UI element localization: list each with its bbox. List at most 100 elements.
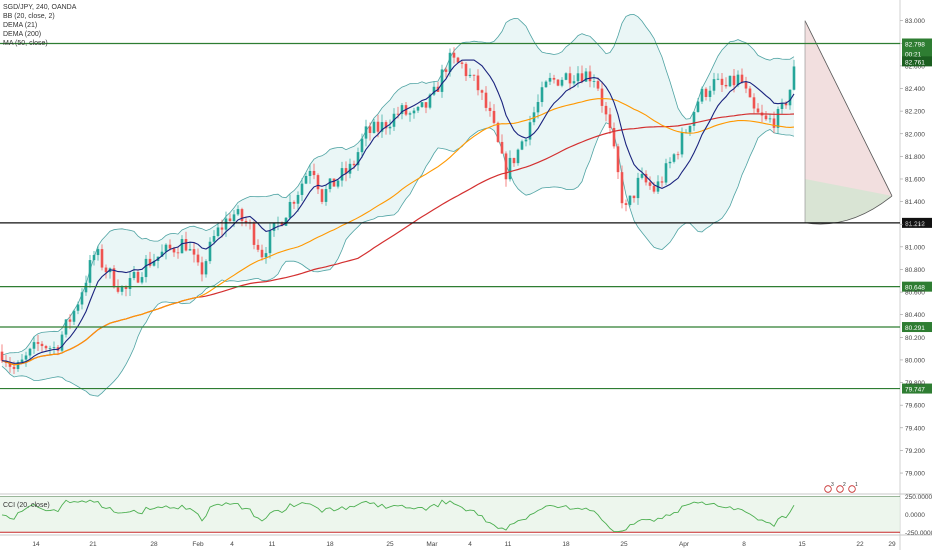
price-tick-label: 79.200	[905, 448, 925, 455]
legend-ma[interactable]: MA (50, close)	[3, 40, 48, 47]
candle-body	[16, 362, 20, 369]
price-tick-label: 83.000	[905, 18, 925, 25]
fib-wedge-edge[interactable]	[804, 20, 893, 197]
legend-dema21[interactable]: DEMA (21)	[3, 22, 38, 29]
economic-event-icon[interactable]	[824, 485, 832, 493]
candle-body	[680, 132, 684, 155]
time-axis[interactable]: 14 21 28 Feb 4 11 18 25 Mar 4 11 18 25 Apr 8 15 22 29	[32, 541, 896, 548]
time-tick-label: 25	[620, 541, 628, 548]
candle-body	[592, 81, 596, 82]
time-tick-label: Feb	[192, 541, 204, 548]
candle-body	[580, 73, 584, 82]
candle-body	[460, 62, 464, 64]
price-tick-label: 80.400	[905, 312, 925, 319]
candle-body	[120, 286, 124, 292]
candle-body	[104, 267, 108, 273]
time-tick-label: 25	[386, 541, 394, 548]
candle-body	[488, 107, 492, 111]
level-label: 80.291	[905, 325, 925, 332]
price-tick-label: 82.000	[905, 131, 925, 138]
candle-body	[444, 69, 448, 72]
candle-body	[788, 89, 792, 106]
event-count-label: 3	[831, 482, 834, 488]
candle-body	[480, 90, 484, 93]
candle-body	[648, 182, 652, 186]
candle-body	[468, 74, 472, 77]
legend-cci[interactable]: CCI (20, close)	[3, 502, 50, 509]
candle-body	[332, 178, 336, 187]
candle-body	[220, 227, 224, 230]
candle-body	[524, 139, 528, 142]
candle-body	[420, 102, 424, 107]
time-tick-label: 8	[742, 541, 746, 548]
candle-body	[208, 241, 212, 262]
price-axis[interactable]: 83.00082.80082.60082.40082.20082.00081.8…	[900, 18, 932, 537]
candle-body	[256, 244, 260, 250]
candle-body	[748, 88, 752, 98]
candle-body	[20, 359, 24, 363]
candle-body	[320, 189, 324, 202]
candle-body	[152, 261, 156, 266]
economic-event-icon[interactable]	[848, 485, 856, 493]
price-tick-label: 79.600	[905, 403, 925, 410]
economic-event-icon[interactable]	[836, 485, 844, 493]
candle-body	[548, 77, 552, 82]
cci-band-fill	[0, 496, 900, 533]
candle-body	[304, 176, 308, 184]
candle-body	[216, 227, 220, 236]
cci-tick-label: 250.0000	[905, 494, 932, 501]
candle-body	[28, 348, 32, 356]
candle-body	[452, 52, 456, 58]
candle-body	[640, 173, 644, 178]
candle-body	[412, 110, 416, 114]
bb-upper-line	[1, 14, 795, 356]
ma50-line	[1, 98, 795, 366]
candle-body	[652, 185, 656, 192]
time-tick-label: Mar	[426, 541, 438, 548]
candle-body	[352, 163, 356, 166]
candle-body	[780, 103, 784, 109]
candle-body	[784, 103, 788, 106]
event-icons[interactable]: 3 2 1	[824, 482, 858, 493]
candle-body	[612, 127, 616, 147]
candle-body	[24, 355, 28, 360]
cci-tick-label: 0.0000	[905, 512, 925, 519]
candle-body	[260, 249, 264, 258]
price-tick-label: 81.400	[905, 199, 925, 206]
time-tick-label: 14	[32, 541, 40, 548]
legend-dema200[interactable]: DEMA (200)	[3, 31, 42, 38]
candle-body	[236, 209, 240, 215]
time-tick-label: 28	[150, 541, 158, 548]
candle-body	[176, 252, 180, 254]
candle-body	[516, 149, 520, 164]
candle-body	[112, 268, 116, 288]
candle-body	[144, 258, 148, 278]
price-tick-label: 80.800	[905, 267, 925, 274]
candle-body	[388, 126, 392, 129]
candle-body	[416, 106, 420, 111]
candle-body	[224, 218, 228, 230]
price-tick-label: 81.800	[905, 154, 925, 161]
candle-body	[228, 218, 232, 222]
legend-symbol[interactable]: SGD/JPY, 240, OANDA	[3, 4, 77, 11]
legend-bb[interactable]: BB (20, close, 2)	[3, 13, 55, 20]
candle-body	[676, 154, 680, 156]
candle-body	[356, 152, 360, 166]
bb-fill	[2, 14, 794, 397]
candle-body	[132, 271, 136, 279]
fib-wedge-arc[interactable]	[804, 195, 893, 225]
candle-body	[500, 141, 504, 154]
candle-body	[756, 108, 760, 113]
time-tick-label: 11	[269, 541, 276, 548]
candle-body	[376, 121, 380, 132]
indicator-lines	[1, 59, 795, 366]
candle-body	[604, 105, 608, 115]
time-tick-label: 4	[230, 541, 234, 548]
candle-body	[408, 113, 412, 115]
level-label: 80.648	[905, 285, 925, 292]
candle-body	[148, 258, 152, 266]
fib-wedge-drawing[interactable]	[804, 20, 893, 225]
candle-body	[296, 194, 300, 204]
time-tick-label: 15	[798, 541, 806, 548]
